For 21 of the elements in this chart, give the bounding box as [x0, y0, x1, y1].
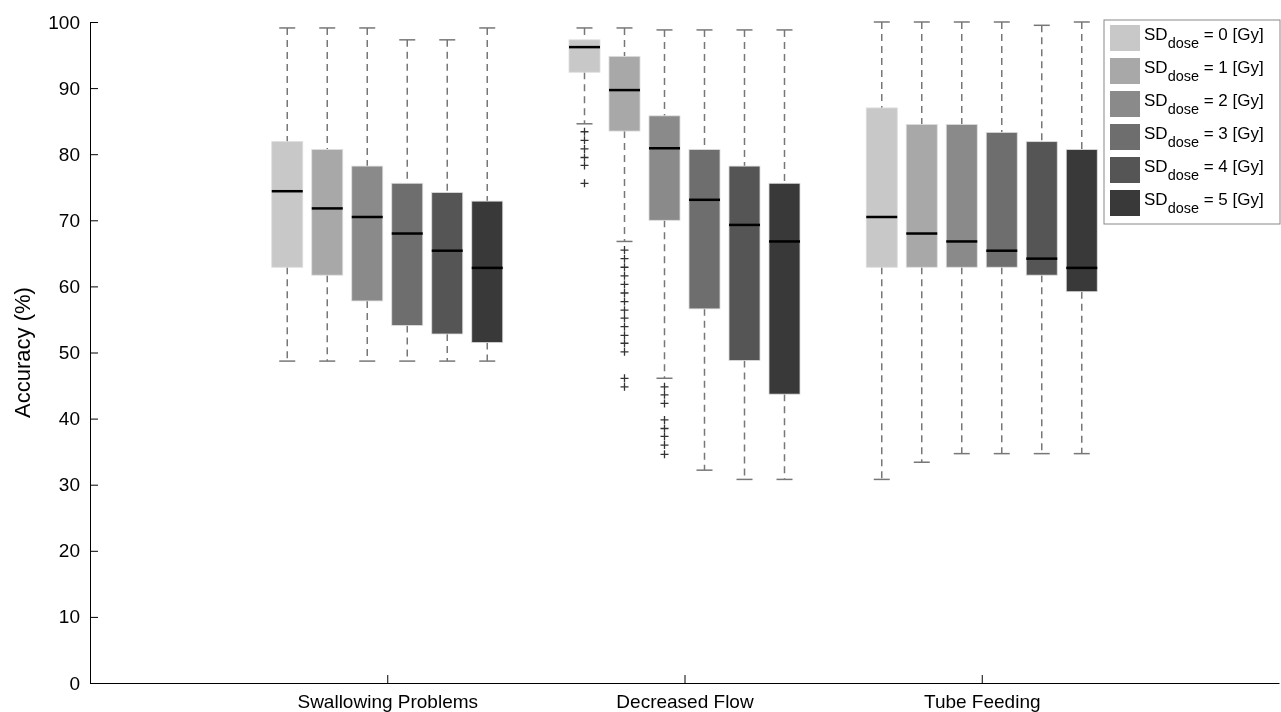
y-tick-label: 20 — [58, 540, 80, 562]
y-tick-label: 80 — [58, 143, 80, 165]
legend-label: SD$_{dose}$ = 3 [Gy] — [1144, 124, 1264, 150]
y-tick-label: 50 — [58, 342, 80, 364]
y-tick-label: 30 — [58, 474, 80, 496]
x-tick-label: Swallowing Problems — [297, 691, 479, 712]
y-tick-label: 10 — [58, 606, 80, 628]
legend-label: SD$_{dose}$ = 5 [Gy] — [1144, 190, 1264, 216]
y-axis-title: Accuracy (%) — [10, 287, 35, 418]
legend-label: SD$_{dose}$ = 4 [Gy] — [1144, 157, 1264, 183]
y-tick-label: 100 — [48, 11, 80, 33]
y-tick-label: 70 — [58, 209, 80, 231]
legend-label: SD$_{dose}$ = 2 [Gy] — [1144, 91, 1264, 117]
y-tick-label: 40 — [58, 408, 80, 430]
y-tick-label: 90 — [58, 77, 80, 99]
legend-label: SD$_{dose}$ = 1 [Gy] — [1144, 58, 1264, 84]
x-tick-label: Tube Feeding — [923, 691, 1041, 712]
y-tick-label: 60 — [58, 275, 80, 297]
legend-label: SD$_{dose}$ = 0 [Gy] — [1144, 25, 1264, 51]
x-tick-label: Decreased Flow — [616, 691, 754, 712]
y-tick-label: 0 — [69, 672, 80, 694]
